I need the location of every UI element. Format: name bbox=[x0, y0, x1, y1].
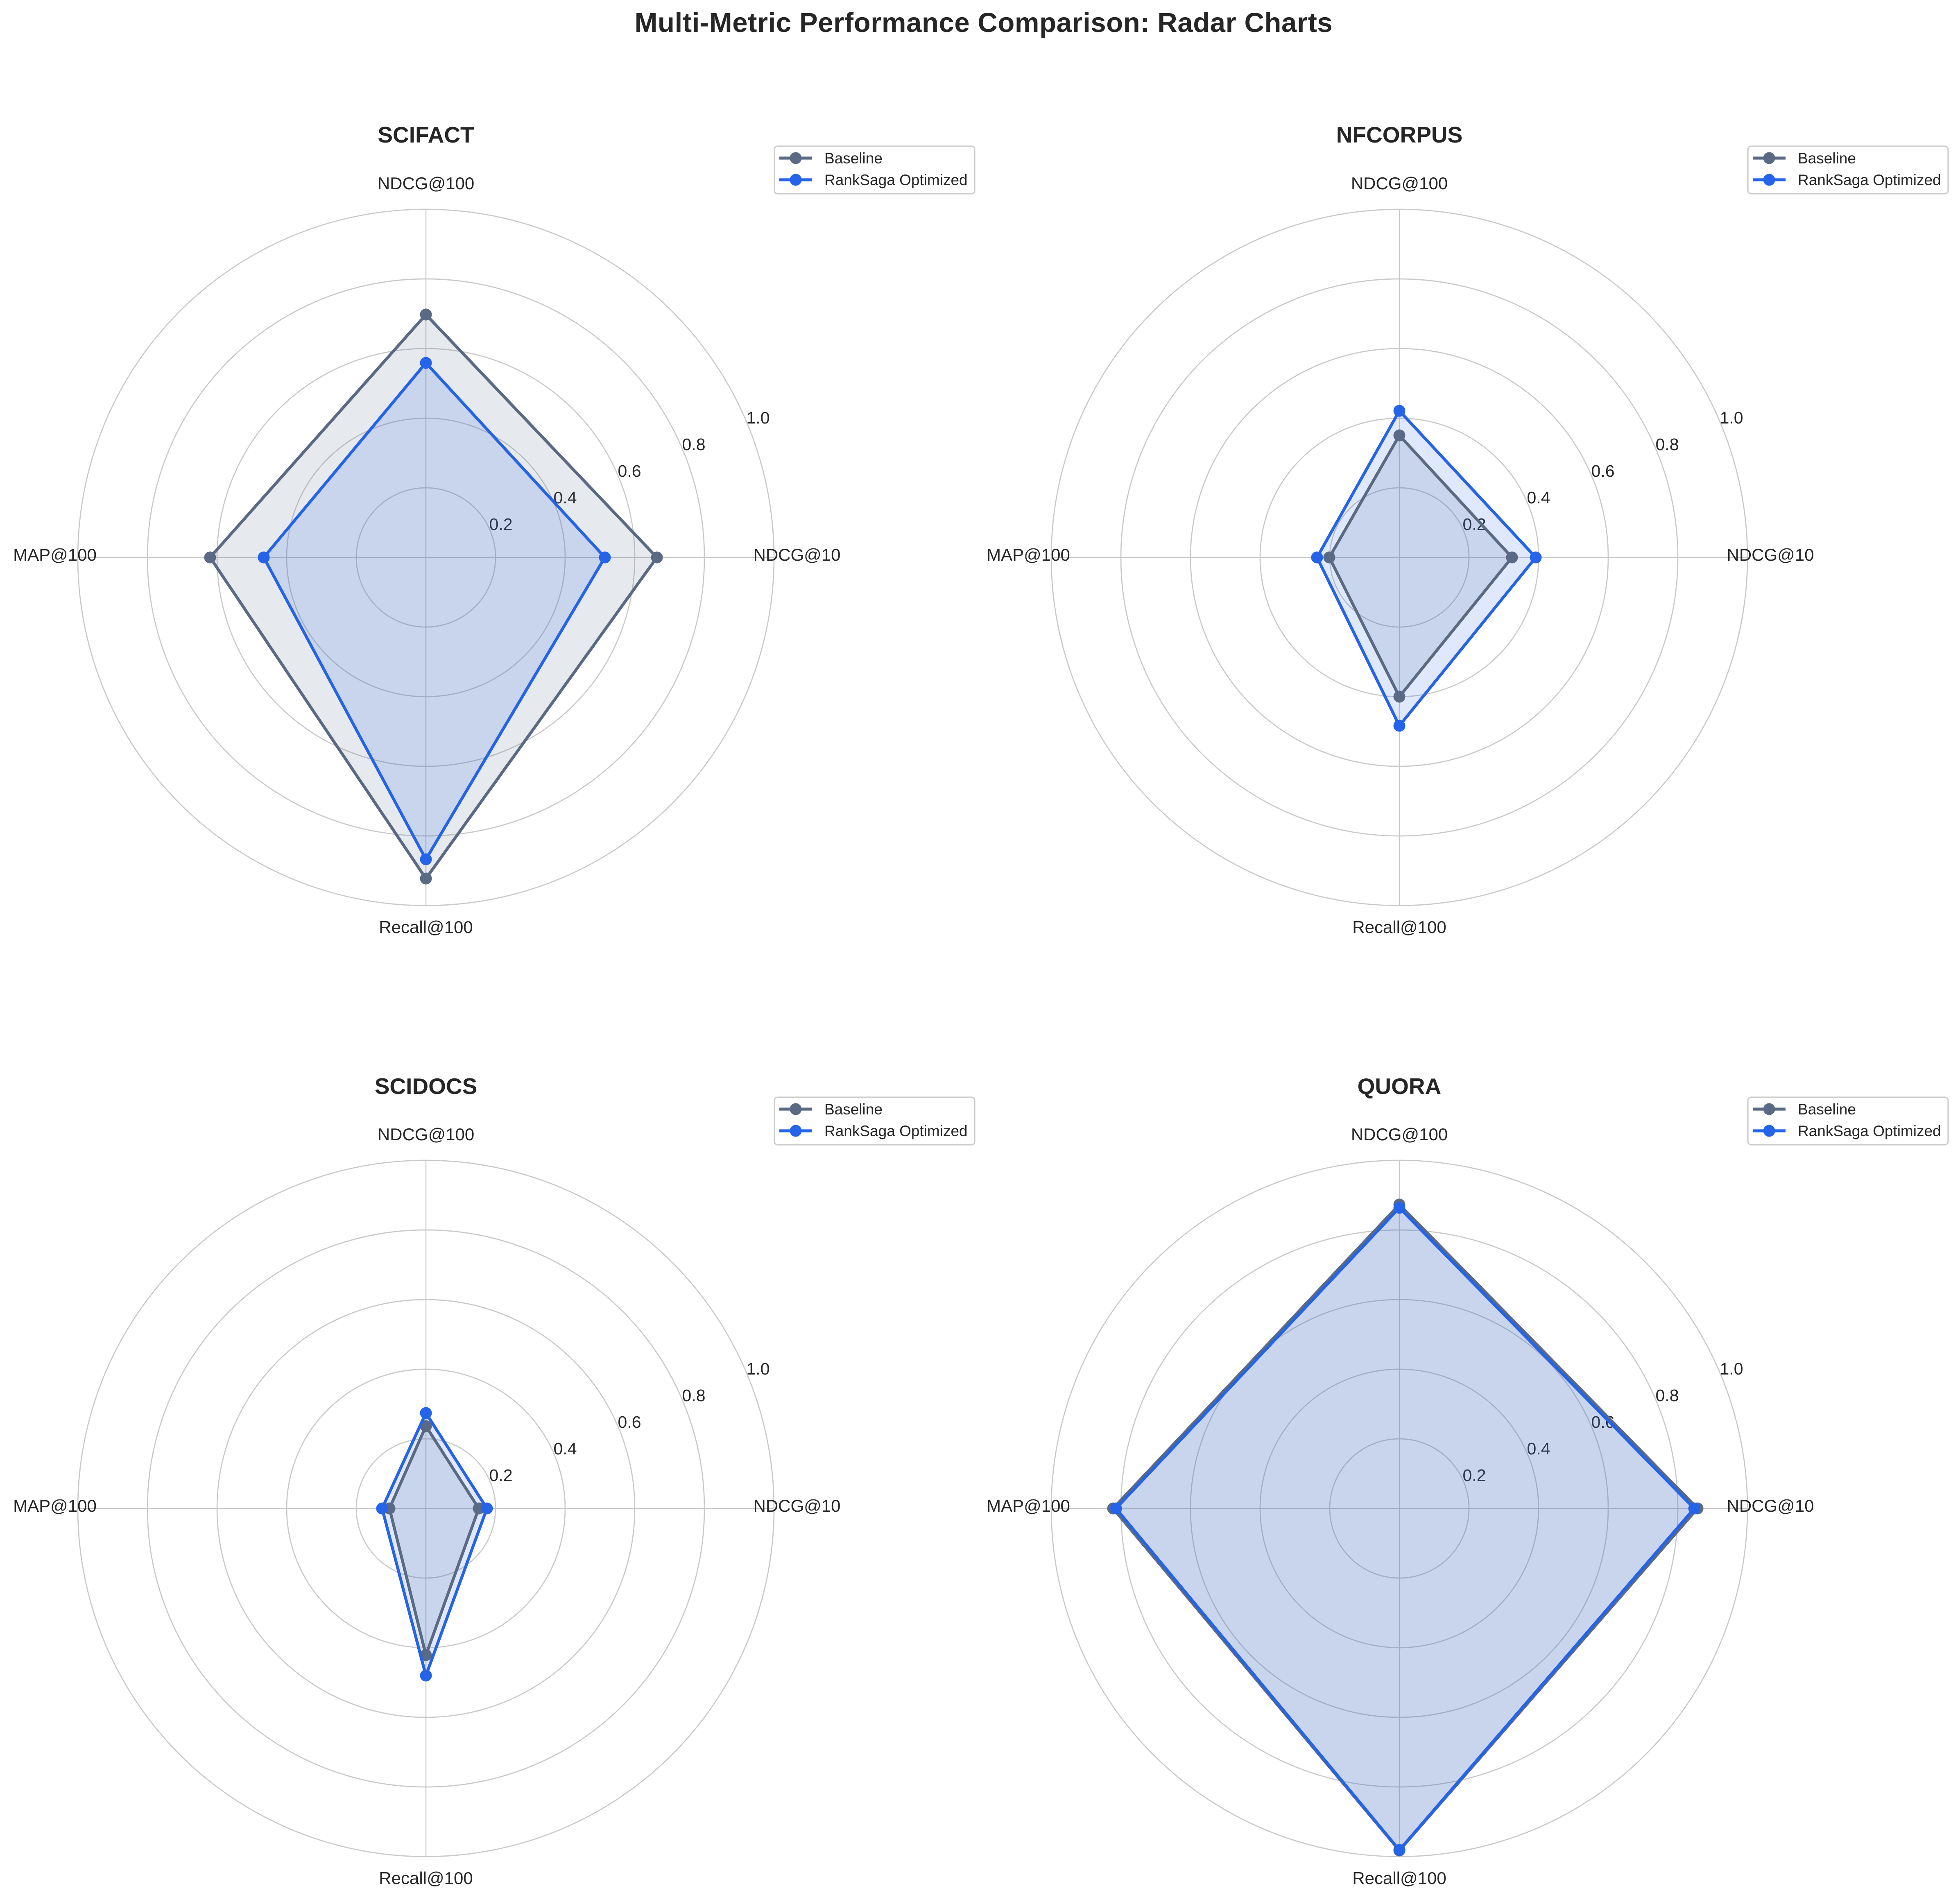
svg-text:NDCG@10: NDCG@10 bbox=[1727, 1496, 1814, 1515]
svg-text:0.4: 0.4 bbox=[1527, 488, 1550, 507]
svg-text:0.8: 0.8 bbox=[682, 435, 706, 454]
svg-text:Baseline: Baseline bbox=[1798, 150, 1856, 167]
svg-text:RankSaga Optimized: RankSaga Optimized bbox=[1798, 1123, 1941, 1139]
svg-text:NDCG@100: NDCG@100 bbox=[378, 1125, 474, 1144]
svg-text:Baseline: Baseline bbox=[824, 150, 883, 167]
svg-text:0.8: 0.8 bbox=[682, 1386, 706, 1405]
svg-text:QUORA: QUORA bbox=[1358, 1073, 1442, 1099]
svg-text:0.2: 0.2 bbox=[489, 515, 513, 534]
svg-text:MAP@100: MAP@100 bbox=[987, 545, 1070, 564]
svg-text:RankSaga Optimized: RankSaga Optimized bbox=[1798, 172, 1941, 188]
svg-text:MAP@100: MAP@100 bbox=[13, 1496, 97, 1515]
svg-text:0.2: 0.2 bbox=[489, 1466, 513, 1485]
svg-text:NDCG@100: NDCG@100 bbox=[1351, 1125, 1448, 1144]
svg-text:MAP@100: MAP@100 bbox=[13, 545, 97, 564]
svg-text:1.0: 1.0 bbox=[747, 408, 770, 427]
svg-text:Multi-Metric Performance Compa: Multi-Metric Performance Comparison: Rad… bbox=[635, 7, 1333, 38]
svg-text:Baseline: Baseline bbox=[824, 1101, 883, 1118]
svg-text:SCIDOCS: SCIDOCS bbox=[375, 1073, 478, 1099]
svg-text:RankSaga Optimized: RankSaga Optimized bbox=[824, 172, 968, 188]
svg-text:NDCG@100: NDCG@100 bbox=[1351, 174, 1448, 193]
svg-text:NDCG@100: NDCG@100 bbox=[378, 174, 474, 193]
svg-text:MAP@100: MAP@100 bbox=[987, 1496, 1070, 1515]
svg-text:0.6: 0.6 bbox=[618, 462, 641, 480]
svg-text:Baseline: Baseline bbox=[1798, 1101, 1856, 1118]
svg-text:NFCORPUS: NFCORPUS bbox=[1336, 122, 1463, 147]
svg-text:0.2: 0.2 bbox=[1463, 1466, 1486, 1485]
svg-text:0.4: 0.4 bbox=[1527, 1439, 1550, 1458]
svg-text:Recall@100: Recall@100 bbox=[1352, 1868, 1446, 1888]
svg-text:0.4: 0.4 bbox=[554, 1439, 577, 1458]
svg-text:0.6: 0.6 bbox=[618, 1413, 641, 1431]
svg-text:NDCG@10: NDCG@10 bbox=[1727, 545, 1814, 564]
svg-text:1.0: 1.0 bbox=[747, 1359, 770, 1378]
svg-text:NDCG@10: NDCG@10 bbox=[753, 545, 840, 564]
svg-text:SCIFACT: SCIFACT bbox=[378, 122, 474, 147]
svg-text:0.6: 0.6 bbox=[1591, 462, 1615, 480]
svg-text:0.8: 0.8 bbox=[1656, 435, 1679, 454]
svg-text:1.0: 1.0 bbox=[1720, 408, 1743, 427]
svg-text:1.0: 1.0 bbox=[1720, 1359, 1743, 1378]
svg-text:RankSaga Optimized: RankSaga Optimized bbox=[824, 1123, 968, 1139]
svg-text:0.8: 0.8 bbox=[1656, 1386, 1679, 1405]
svg-text:Recall@100: Recall@100 bbox=[379, 1868, 473, 1888]
svg-text:Recall@100: Recall@100 bbox=[379, 917, 473, 937]
svg-text:Recall@100: Recall@100 bbox=[1352, 917, 1446, 937]
svg-text:NDCG@10: NDCG@10 bbox=[753, 1496, 840, 1515]
